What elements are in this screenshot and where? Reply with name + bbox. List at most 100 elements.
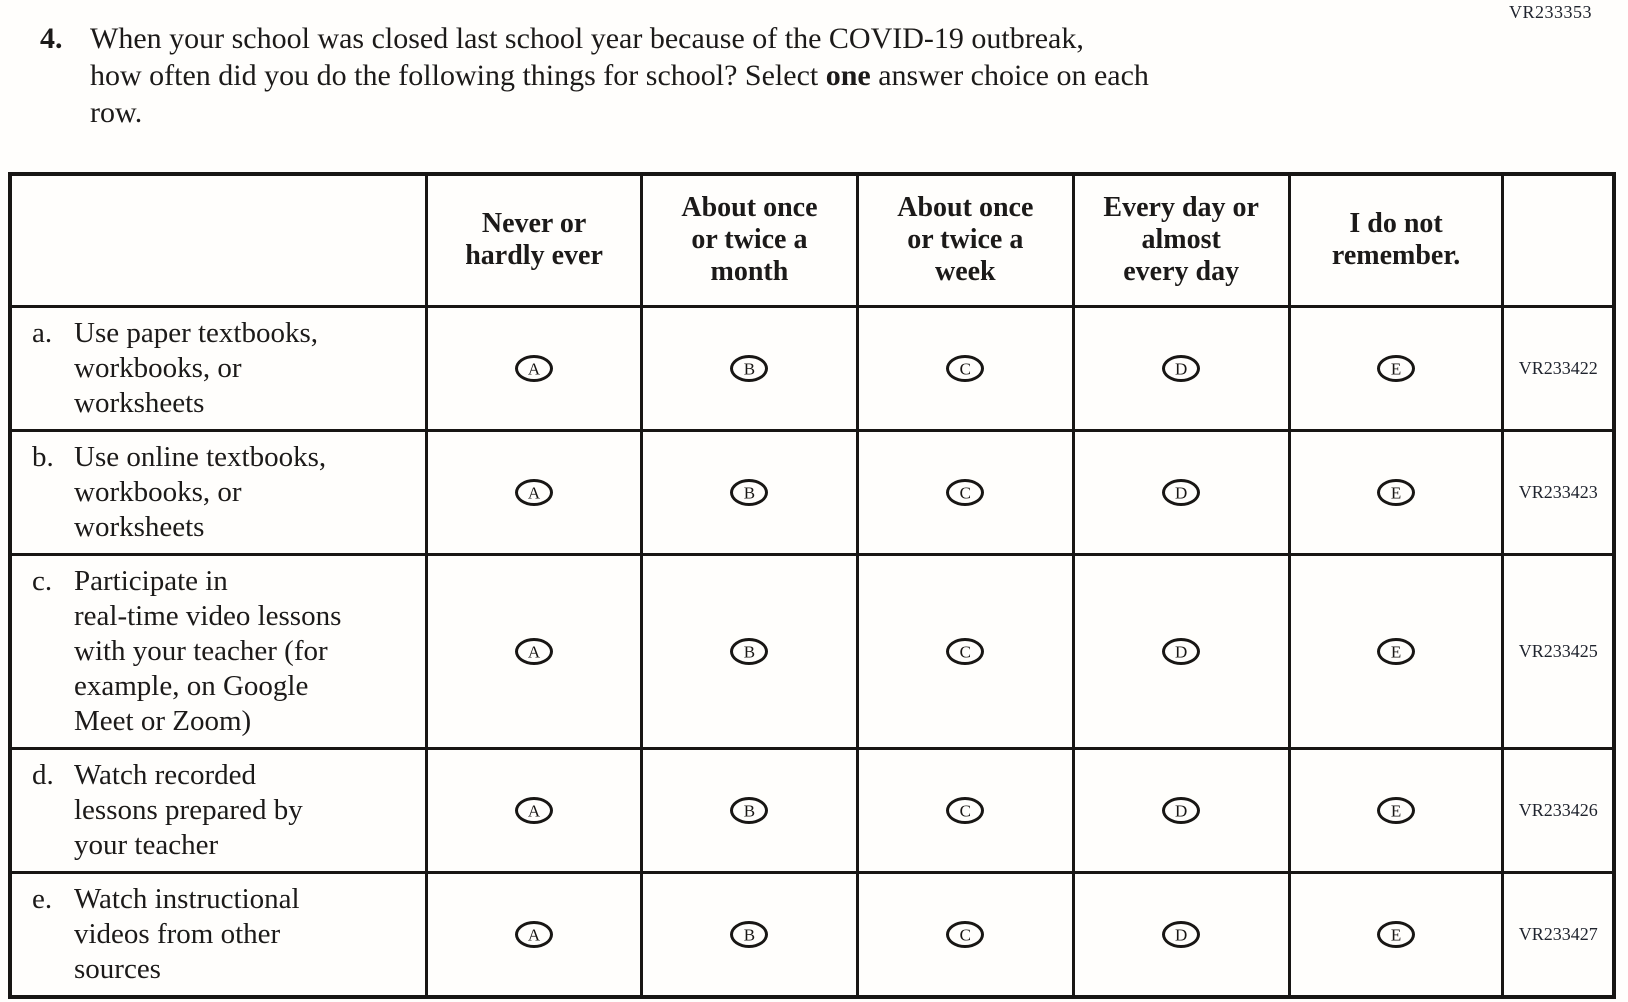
answer-bubble-a[interactable]: A bbox=[515, 637, 554, 665]
answer-bubble-d[interactable]: D bbox=[1162, 637, 1201, 665]
answer-bubble-c[interactable]: C bbox=[946, 920, 985, 948]
answer-bubble-b[interactable]: B bbox=[730, 478, 769, 506]
bubble-letter: E bbox=[1390, 925, 1402, 944]
option-cell-d: D bbox=[1071, 552, 1291, 750]
bubble-letter: E bbox=[1390, 359, 1402, 378]
item-text: Watch instructional videos from other so… bbox=[74, 882, 300, 985]
answer-bubble-d[interactable]: D bbox=[1162, 920, 1201, 948]
question-block: 4. When your school was closed last scho… bbox=[40, 20, 1149, 131]
bubble-letter: A bbox=[527, 483, 541, 502]
item-cell: c. Participate in real-time video lessons… bbox=[8, 552, 429, 750]
option-cell-c: C bbox=[855, 552, 1075, 750]
header-never-or-hardly-ever: Never or hardly ever bbox=[425, 172, 643, 308]
answer-bubble-a[interactable]: A bbox=[515, 920, 554, 948]
bubble-letter: E bbox=[1390, 483, 1402, 502]
bubble-letter: B bbox=[743, 483, 756, 502]
table-row-c: c. Participate in real-time video lessons… bbox=[8, 552, 1616, 750]
answer-bubble-a[interactable]: A bbox=[515, 796, 554, 824]
answer-bubble-e[interactable]: E bbox=[1377, 920, 1416, 948]
bubble-letter: D bbox=[1175, 642, 1188, 661]
row-variable-code: VR233422 bbox=[1501, 304, 1616, 432]
answer-bubble-d[interactable]: D bbox=[1162, 478, 1201, 506]
option-cell-b: B bbox=[640, 428, 859, 556]
question-text-part2: answer choice on each row. bbox=[90, 59, 1149, 129]
option-cell-e: E bbox=[1287, 552, 1505, 750]
question-text-part1: When your school was closed last school … bbox=[90, 22, 1084, 92]
option-cell-d: D bbox=[1071, 304, 1291, 432]
bubble-letter: D bbox=[1175, 801, 1188, 820]
bubble-letter: A bbox=[527, 801, 541, 820]
answer-bubble-c[interactable]: C bbox=[946, 478, 985, 506]
option-cell-d: D bbox=[1071, 428, 1291, 556]
answer-bubble-e[interactable]: E bbox=[1377, 637, 1416, 665]
bubble-letter: C bbox=[959, 483, 971, 502]
option-cell-b: B bbox=[640, 870, 859, 998]
bubble-letter: A bbox=[527, 642, 541, 661]
row-variable-code: VR233426 bbox=[1501, 746, 1616, 874]
answer-bubble-d[interactable]: D bbox=[1162, 796, 1201, 824]
page-variable-code: VR233353 bbox=[1508, 2, 1592, 22]
item-text: Watch recorded lessons prepared by your … bbox=[74, 758, 303, 861]
answer-bubble-e[interactable]: E bbox=[1377, 354, 1416, 382]
option-cell-b: B bbox=[640, 746, 859, 874]
answer-bubble-b[interactable]: B bbox=[730, 354, 769, 382]
option-cell-c: C bbox=[855, 428, 1075, 556]
bubble-letter: B bbox=[743, 359, 756, 378]
header-once-twice-month: About once or twice a month bbox=[640, 172, 859, 308]
bubble-letter: E bbox=[1390, 642, 1402, 661]
option-cell-e: E bbox=[1287, 870, 1505, 998]
header-every-day: Every day or almost every day bbox=[1071, 172, 1291, 308]
bubble-letter: C bbox=[959, 925, 971, 944]
option-cell-a: A bbox=[425, 428, 643, 556]
answer-bubble-c[interactable]: C bbox=[946, 637, 985, 665]
header-codes-blank bbox=[1501, 172, 1616, 308]
table-row-d: d. Watch recorded lessons prepared by you… bbox=[8, 746, 1616, 874]
item-cell: e. Watch instructional videos from other … bbox=[8, 870, 429, 998]
answer-bubble-c[interactable]: C bbox=[946, 354, 985, 382]
answer-bubble-e[interactable]: E bbox=[1377, 478, 1416, 506]
header-row: Never or hardly ever About once or twice… bbox=[8, 172, 1616, 308]
bubble-letter: C bbox=[959, 359, 971, 378]
item-letter: b. bbox=[32, 440, 54, 473]
answer-bubble-d[interactable]: D bbox=[1162, 354, 1201, 382]
item-cell: b. Use online textbooks, workbooks, or wo… bbox=[8, 428, 429, 556]
answer-bubble-b[interactable]: B bbox=[730, 637, 769, 665]
question-text-bold: one bbox=[825, 59, 871, 92]
option-cell-a: A bbox=[425, 746, 643, 874]
option-cell-b: B bbox=[640, 552, 859, 750]
response-matrix-table: Never or hardly ever About once or twice… bbox=[8, 172, 1616, 999]
bubble-letter: A bbox=[527, 359, 541, 378]
table-row-b: b. Use online textbooks, workbooks, or wo… bbox=[8, 428, 1616, 556]
answer-bubble-a[interactable]: A bbox=[515, 354, 554, 382]
answer-bubble-e[interactable]: E bbox=[1377, 796, 1416, 824]
answer-bubble-b[interactable]: B bbox=[730, 920, 769, 948]
item-letter: c. bbox=[32, 564, 53, 597]
row-variable-code: VR233423 bbox=[1501, 428, 1616, 556]
header-items-blank bbox=[8, 172, 429, 308]
option-cell-e: E bbox=[1287, 304, 1505, 432]
bubble-letter: C bbox=[959, 801, 971, 820]
item-cell: a. Use paper textbooks, workbooks, or wor… bbox=[8, 304, 429, 432]
bubble-letter: B bbox=[743, 642, 756, 661]
bubble-letter: B bbox=[743, 925, 756, 944]
answer-bubble-a[interactable]: A bbox=[515, 478, 554, 506]
bubble-letter: B bbox=[743, 801, 756, 820]
bubble-letter: A bbox=[527, 925, 541, 944]
option-cell-a: A bbox=[425, 304, 643, 432]
question-text: When your school was closed last school … bbox=[90, 20, 1149, 131]
item-text: Participate in real-time video lessons w… bbox=[74, 564, 342, 737]
option-cell-c: C bbox=[855, 746, 1075, 874]
header-once-twice-week: About once or twice a week bbox=[855, 172, 1075, 308]
bubble-letter: D bbox=[1175, 925, 1188, 944]
table-row-e: e. Watch instructional videos from other … bbox=[8, 870, 1616, 998]
item-letter: a. bbox=[32, 316, 53, 349]
answer-bubble-b[interactable]: B bbox=[730, 796, 769, 824]
option-cell-a: A bbox=[425, 870, 643, 998]
option-cell-d: D bbox=[1071, 870, 1291, 998]
option-cell-c: C bbox=[855, 304, 1075, 432]
table-row-a: a. Use paper textbooks, workbooks, or wor… bbox=[8, 304, 1616, 432]
answer-bubble-c[interactable]: C bbox=[946, 796, 985, 824]
option-cell-b: B bbox=[640, 304, 859, 432]
row-variable-code: VR233427 bbox=[1501, 870, 1616, 998]
